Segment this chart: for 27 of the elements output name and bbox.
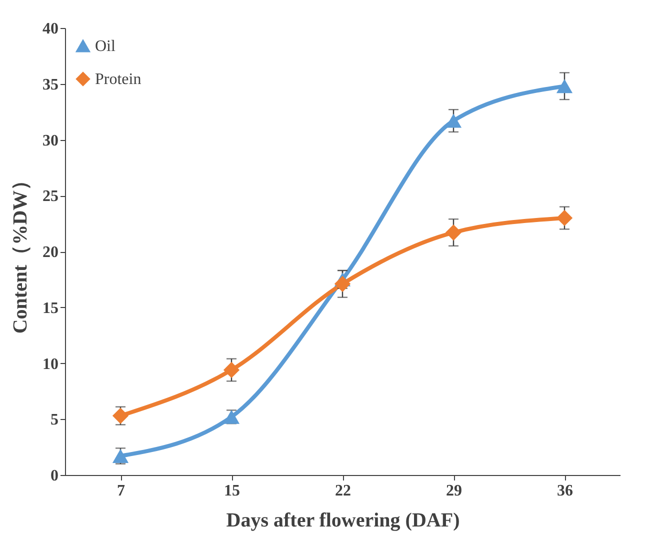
y-tick-label: 5 <box>50 412 58 429</box>
legend-label: Protein <box>95 71 142 88</box>
y-tick-label: 30 <box>42 132 58 150</box>
x-tick-label: 15 <box>224 482 240 500</box>
point <box>445 114 462 128</box>
point <box>445 224 462 241</box>
legend-label: Oil <box>95 38 116 55</box>
y-tick-label: 15 <box>42 300 58 317</box>
point <box>112 408 129 424</box>
y-tick-label: 35 <box>42 76 58 94</box>
y-tick-label: 25 <box>42 188 58 206</box>
point <box>223 410 240 424</box>
y-axis-title: Content（%DW） <box>10 170 32 334</box>
x-tick-label: 29 <box>446 482 462 500</box>
y-tick-label: 10 <box>42 356 58 373</box>
point <box>556 79 573 94</box>
x-tick-label: 36 <box>557 482 573 500</box>
point <box>112 449 129 463</box>
point <box>334 276 351 292</box>
y-tick-label: 0 <box>50 468 58 484</box>
x-tick-label: 22 <box>335 482 351 500</box>
point <box>556 210 573 226</box>
y-tick-label: 20 <box>42 244 58 261</box>
x-axis-title: Days after flowering (DAF) <box>226 510 460 532</box>
point <box>223 362 240 378</box>
x-tick-label: 7 <box>117 482 125 500</box>
y-tick-label: 40 <box>42 20 58 38</box>
